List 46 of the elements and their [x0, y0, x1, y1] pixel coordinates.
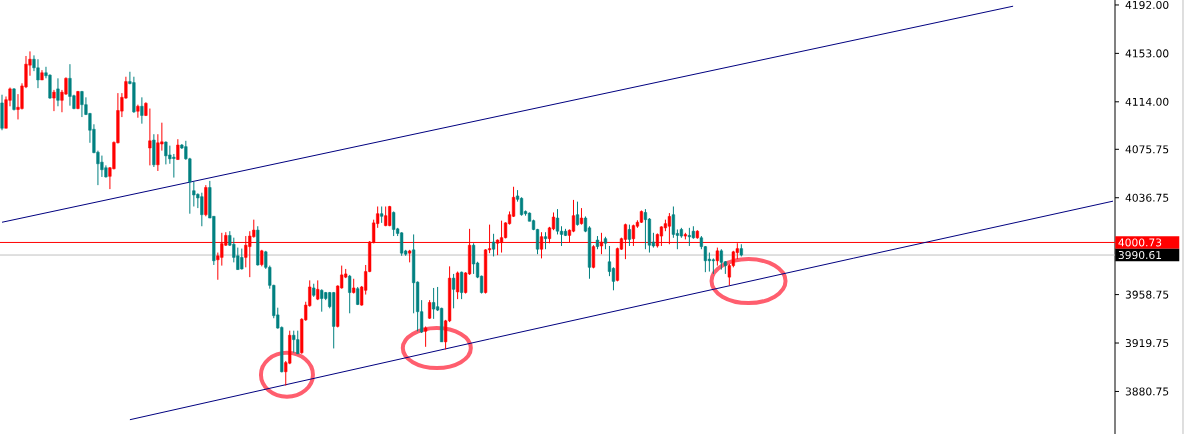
candlestick — [400, 231, 404, 257]
candlestick — [687, 227, 691, 247]
candlestick — [52, 89, 56, 112]
ref-line-label: 3990.61 — [1118, 250, 1162, 260]
candlestick — [56, 77, 60, 107]
y-tick-label: 3958.75 — [1125, 290, 1169, 299]
ref-line-label: 4000.73 — [1118, 238, 1162, 247]
candlestick — [320, 288, 324, 313]
candlestick — [671, 205, 675, 239]
candlestick — [80, 90, 84, 118]
candlestick — [296, 330, 300, 355]
y-tick-label: 4036.75 — [1125, 193, 1169, 202]
candlestick — [519, 196, 524, 217]
y-tick-label: 3880.75 — [1125, 387, 1169, 396]
y-tick-label: 4192.00 — [1125, 0, 1169, 9]
candlestick — [292, 330, 296, 354]
candlestick — [571, 199, 576, 233]
candlestick — [200, 192, 204, 227]
y-tick-label: 4114.00 — [1125, 97, 1169, 106]
candlestick — [715, 247, 719, 267]
candlestick — [68, 63, 72, 107]
candlestick — [140, 96, 144, 125]
y-tick-label: 4153.00 — [1125, 49, 1169, 58]
candlestick — [348, 274, 352, 314]
candlestick — [240, 248, 244, 271]
candlestick — [491, 233, 496, 257]
candlestick — [719, 248, 723, 271]
candlestick — [472, 242, 476, 275]
y-tick-label: 4075.75 — [1125, 145, 1169, 154]
candlestick — [176, 138, 180, 161]
candlestick — [172, 153, 176, 179]
candlestick — [164, 140, 168, 165]
candlestick — [456, 271, 460, 300]
candlestick — [460, 271, 464, 300]
candlestick — [236, 247, 240, 271]
line-series — [129, 200, 1114, 421]
candlestick — [432, 287, 436, 320]
candlestick — [36, 58, 40, 89]
candlestick — [12, 87, 16, 111]
y-tick-label: 3919.75 — [1125, 338, 1169, 348]
candlestick — [452, 273, 456, 309]
candlestick — [392, 210, 396, 237]
candlestick — [428, 299, 432, 320]
candlestick — [643, 208, 648, 250]
candlestick — [424, 325, 428, 348]
candlestick — [136, 104, 140, 119]
